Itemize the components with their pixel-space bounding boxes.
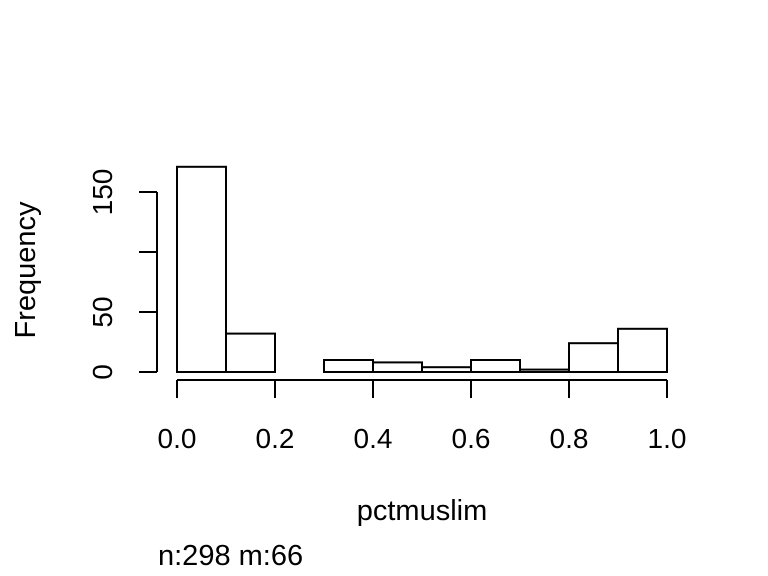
histogram-bar-7 [519,368,570,374]
x-tick-label: 0.0 [158,423,197,454]
x-tick-label: 0.6 [452,423,491,454]
histogram-bar-5 [421,366,472,374]
histogram-bar-1 [225,332,276,374]
histogram-bar-8 [568,342,619,374]
x-tick-label: 0.2 [256,423,295,454]
y-tick-label: 0 [87,364,118,380]
x-axis-label: pctmuslim [357,495,488,527]
histogram-bar-6 [470,359,521,373]
histogram-bar-3 [323,359,374,373]
histogram-bar-4 [372,361,423,373]
y-axis: 0 50 150 [87,169,158,380]
x-tick-label: 0.4 [354,423,393,454]
x-tick-label: 0.8 [550,423,589,454]
x-tick-label: 1.0 [648,423,687,454]
histogram-bars [176,165,668,374]
y-tick-label: 50 [87,296,118,327]
histogram-bar-9 [617,327,668,373]
footer-note: n:298 m:66 [158,540,303,572]
x-axis: 0.0 0.2 0.4 0.6 0.8 1.0 [158,379,687,454]
y-axis-label: Frequency [10,201,42,339]
y-tick-label: 150 [87,169,118,216]
histogram-bar-0 [176,165,227,373]
